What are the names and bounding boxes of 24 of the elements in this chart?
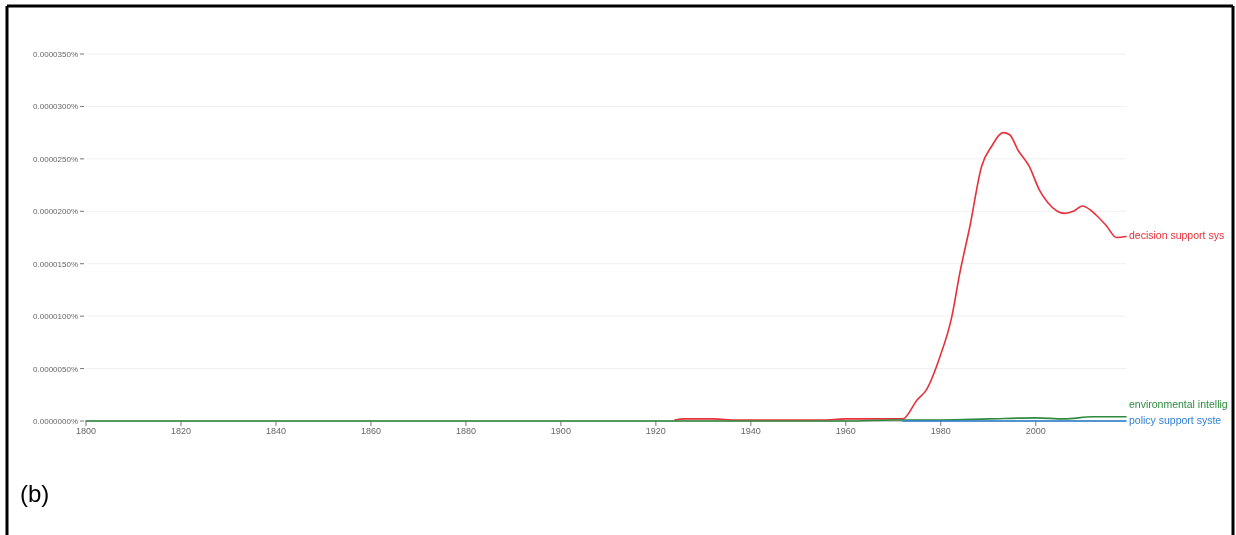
y-tick-label: 0.0000100% (33, 312, 78, 322)
y-tick-label: 0.0000150% (33, 259, 78, 269)
x-tick-label: 1900 (550, 426, 571, 436)
x-tick-label: 1880 (455, 426, 476, 436)
x-tick-label: 1960 (835, 426, 856, 436)
series-label: environmental intellig (1129, 397, 1228, 410)
y-tick-label: 0.0000000% (33, 417, 78, 426)
x-tick-label: 1860 (360, 426, 381, 436)
line-series (674, 131, 1127, 421)
x-tick-label: 1920 (645, 426, 666, 436)
y-tick-label: 0.0000300% (33, 102, 78, 112)
series-label: decision support sys (1129, 229, 1225, 242)
series-label: policy support syste (1129, 414, 1222, 426)
text: (b) (20, 480, 50, 507)
y-tick-label: 0.0000200% (33, 207, 78, 217)
x-tick-label: 1840 (265, 426, 286, 436)
y-tick-label: 0.0000050% (33, 364, 78, 374)
x-tick-label: 1800 (75, 426, 97, 436)
x-tick-label: 2000 (1025, 426, 1046, 436)
y-tick-label: 0.0000350% (33, 50, 78, 59)
x-tick-label: 1820 (170, 426, 191, 436)
y-tick-label: 0.0000250% (33, 154, 78, 164)
x-tick-label: 1980 (930, 426, 951, 436)
x-tick-label: 1940 (740, 426, 761, 436)
